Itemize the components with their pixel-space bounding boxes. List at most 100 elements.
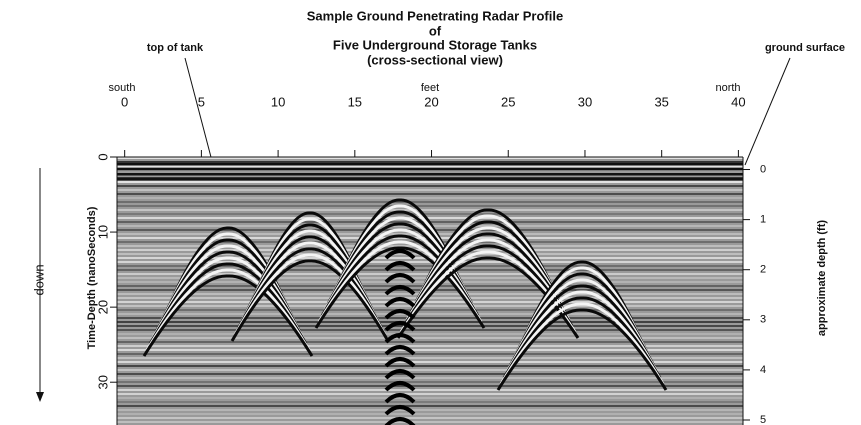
reflection-hyperbola — [148, 262, 308, 345]
surface-band — [117, 168, 743, 171]
reflection-hyperbola — [417, 214, 559, 297]
radar-band — [117, 213, 743, 215]
radar-band — [117, 269, 743, 271]
reflection-hyperbola — [314, 246, 486, 329]
radar-band — [117, 297, 743, 299]
reflection-hyperbola — [230, 259, 390, 342]
radar-band — [117, 381, 743, 383]
reflection-hyperbola — [514, 272, 650, 355]
radar-band — [117, 337, 743, 339]
reflection-hyperbola — [236, 247, 384, 330]
ringing — [384, 369, 416, 380]
radar-band — [117, 369, 743, 371]
radar-band — [117, 309, 743, 311]
annotation: down — [31, 264, 46, 295]
radar-band — [117, 317, 743, 319]
radar-band — [117, 237, 743, 239]
radar-band — [117, 345, 743, 347]
radar-band — [117, 417, 743, 419]
reflection-hyperbola — [517, 266, 647, 349]
axis-end-label: north — [715, 82, 740, 94]
ringing — [384, 309, 416, 320]
radar-band — [117, 333, 743, 335]
ringing — [384, 405, 416, 416]
reflection-hyperbola — [502, 296, 662, 379]
reflection-hyperbola — [145, 268, 311, 351]
y2-axis-label: approximate depth (ft) — [816, 220, 828, 336]
reflection-hyperbola — [411, 226, 565, 309]
ringing — [384, 345, 416, 356]
radar-band — [117, 313, 743, 315]
ringing — [384, 321, 416, 332]
radar-band — [117, 325, 743, 327]
reflection-hyperbola — [496, 308, 668, 391]
ringing — [384, 333, 416, 344]
radar-band — [117, 389, 743, 391]
ringing — [384, 357, 416, 368]
radar-band — [117, 209, 743, 211]
x-tick-label: 40 — [731, 94, 745, 109]
radar-band — [117, 205, 743, 207]
radar-band — [117, 393, 743, 395]
reflection-hyperbola — [157, 244, 299, 327]
title-line: of — [429, 23, 442, 38]
radar-band — [117, 409, 743, 411]
y-axis-label: Time-Depth (nanoSeconds) — [86, 206, 98, 349]
y2-tick-label: 5 — [760, 414, 766, 425]
reflection-hyperbola — [233, 253, 387, 336]
surface-band — [117, 178, 743, 181]
radar-band — [117, 361, 743, 363]
y2-tick-label: 4 — [760, 364, 766, 376]
ringing — [384, 261, 416, 272]
reflection-hyperbola — [399, 250, 577, 333]
reflection-hyperbola — [414, 220, 562, 303]
x-tick-label: 0 — [121, 94, 128, 109]
reflection-hyperbola — [402, 244, 574, 327]
reflection-hyperbola — [505, 290, 659, 373]
radar-band — [117, 185, 743, 187]
y-tick-label: 10 — [95, 225, 110, 239]
ringing — [384, 417, 416, 425]
down-arrow-head — [36, 392, 44, 402]
reflection-hyperbola — [405, 238, 571, 321]
radar-band — [117, 165, 743, 167]
radar-band — [117, 357, 743, 359]
x-tick-label: 20 — [424, 94, 438, 109]
ringing — [384, 297, 416, 308]
reflection-hyperbola — [142, 274, 314, 357]
y-tick-label: 0 — [95, 153, 110, 160]
reflection-hyperbola — [317, 240, 483, 323]
radar-band — [117, 385, 743, 387]
x-tick-label: 15 — [348, 94, 362, 109]
radar-band — [117, 217, 743, 219]
annotation: ground surface — [765, 42, 845, 54]
x-tick-label: 25 — [501, 94, 515, 109]
radar-band — [117, 321, 743, 323]
radar-band — [117, 397, 743, 399]
ringing — [384, 249, 416, 260]
radar-band — [117, 181, 743, 183]
reflection-hyperbola — [511, 278, 653, 361]
radar-band — [117, 353, 743, 355]
radar-band — [117, 421, 743, 423]
reflection-hyperbola — [408, 232, 568, 315]
surface-band — [117, 173, 743, 176]
reflection-hyperbola — [508, 284, 656, 367]
reflection-hyperbola — [151, 256, 305, 339]
x-tick-label: 10 — [271, 94, 285, 109]
x-tick-label: 35 — [654, 94, 668, 109]
annotation: top of tank — [147, 42, 204, 54]
radar-band — [117, 197, 743, 199]
radar-image — [117, 157, 743, 425]
reflection-hyperbola — [323, 228, 477, 311]
ringing — [384, 285, 416, 296]
radar-band — [117, 365, 743, 367]
radar-band — [117, 201, 743, 203]
radar-band — [117, 405, 743, 407]
y2-tick-label: 3 — [760, 314, 766, 326]
x-axis-label: feet — [421, 82, 439, 94]
radar-band — [117, 265, 743, 267]
title-line: Five Underground Storage Tanks — [333, 37, 537, 52]
radar-band — [117, 329, 743, 331]
